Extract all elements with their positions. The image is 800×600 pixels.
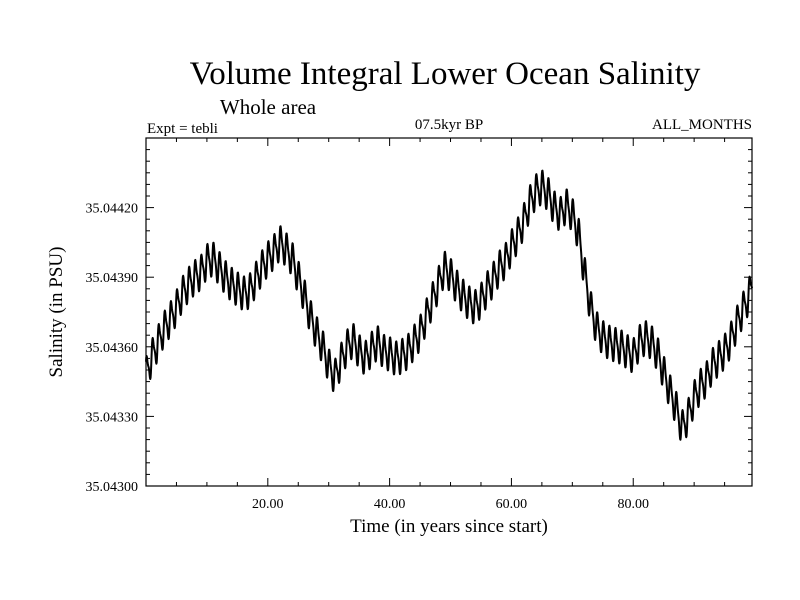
period-label: 07.5kyr BP — [415, 117, 483, 133]
y-axis-label: Salinity (in PSU) — [46, 247, 67, 378]
x-tick-label: 80.00 — [617, 497, 649, 512]
season-label: ALL_MONTHS — [652, 117, 752, 133]
y-tick-label: 35.04300 — [86, 480, 139, 495]
x-tick-label: 60.00 — [496, 497, 528, 512]
axis-ticks — [146, 137, 752, 487]
x-axis-label: Time (in years since start) — [350, 516, 548, 537]
chart-title: Volume Integral Lower Ocean Salinity — [190, 56, 701, 92]
y-tick-label: 35.04420 — [86, 202, 139, 217]
salinity-series-line — [145, 169, 753, 441]
y-tick-label: 35.04390 — [86, 271, 139, 286]
y-tick-label: 35.04360 — [86, 341, 139, 356]
y-tick-label: 35.04330 — [86, 410, 139, 425]
chart-subtitle: Whole area — [220, 95, 317, 119]
experiment-label: Expt = tebli — [147, 121, 218, 137]
tick-labels: 20.00 40.00 60.00 80.00 35.04300 35.04330 35.0… — [86, 202, 649, 512]
plot-frame — [145, 137, 753, 487]
x-tick-label: 40.00 — [374, 497, 406, 512]
x-tick-label: 20.00 — [252, 497, 284, 512]
